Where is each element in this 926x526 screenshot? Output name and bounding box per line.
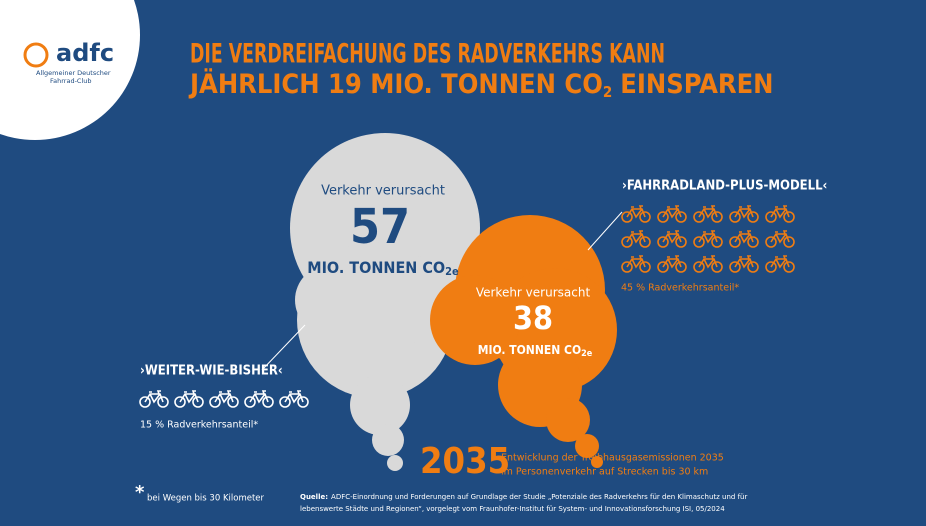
logo-line: Allgemeiner Deutscher	[36, 69, 111, 77]
connector	[261, 324, 306, 371]
bike	[139, 390, 169, 408]
connector	[587, 211, 623, 251]
source-label: Quelle:	[300, 493, 328, 501]
year-note: Entwicklung der Treibhausgasemissionen 2…	[501, 453, 724, 464]
bike	[765, 255, 795, 273]
bike	[729, 255, 759, 273]
logo-icon	[23, 42, 49, 68]
bike	[729, 205, 759, 223]
scenario-heading: ›FAHRRADLAND-PLUS-MODELL‹	[622, 179, 827, 194]
cloud-unit: MIO. TONNEN CO2e	[478, 343, 593, 359]
footnote-mark: *	[135, 482, 145, 503]
title: DIE VERDREIFACHUNG DES RADVERKEHRS KANN	[190, 39, 665, 70]
footnote: bei Wegen bis 30 Kilometer	[147, 494, 265, 504]
year: 2035	[420, 441, 510, 482]
bike	[621, 255, 651, 273]
bike	[657, 205, 687, 223]
title: JÄHRLICH 19 MIO. TONNEN CO2 EINSPAREN	[188, 68, 774, 101]
bike	[657, 230, 687, 248]
unit-sub: 2e	[581, 349, 593, 359]
year-note: im Personenverkehr auf Strecken bis 30 k…	[501, 467, 708, 478]
unit-main: MIO. TONNEN CO	[307, 258, 445, 277]
bike	[729, 230, 759, 248]
logo-badge	[0, 0, 140, 140]
logo-line: Fahrrad-Club	[50, 77, 92, 85]
bike	[693, 230, 723, 248]
cloud-value: 38	[513, 299, 553, 337]
bike	[693, 255, 723, 273]
scenario-share: 45 % Radverkehrsanteil*	[621, 283, 739, 294]
bike	[244, 390, 274, 408]
bike	[174, 390, 204, 408]
bike	[765, 230, 795, 248]
cloud-unit: MIO. TONNEN CO2e	[307, 258, 459, 279]
title-part: EINSPAREN	[620, 69, 773, 100]
bike	[209, 390, 239, 408]
bike	[279, 390, 309, 408]
scenario-heading: ›WEITER-WIE-BISHER‹	[140, 364, 283, 379]
title-part: JÄHRLICH 19 MIO. TONNEN CO	[188, 68, 603, 100]
source: lebenswerte Städte und Regionen“, vorgel…	[300, 505, 725, 513]
scenario-share: 15 % Radverkehrsanteil*	[140, 420, 258, 431]
cloud-caption: Verkehr verursacht	[476, 286, 591, 300]
bike	[621, 230, 651, 248]
source-text: ADFC-Einordnung und Forderungen auf Grun…	[331, 493, 747, 501]
logo-name: adfc	[56, 39, 114, 67]
bike	[765, 205, 795, 223]
bike	[693, 205, 723, 223]
bike	[657, 255, 687, 273]
title-sub: 2	[603, 83, 612, 101]
unit-sub: 2e	[445, 265, 459, 278]
source: Quelle: ADFC-Einordnung und Forderungen a…	[300, 493, 747, 501]
cloud-caption: Verkehr verursacht	[321, 184, 445, 199]
cloud-orange	[430, 215, 617, 468]
unit-main: MIO. TONNEN CO	[478, 343, 581, 357]
bike-icons	[139, 205, 795, 408]
cloud-value: 57	[350, 199, 410, 255]
bike	[621, 205, 651, 223]
